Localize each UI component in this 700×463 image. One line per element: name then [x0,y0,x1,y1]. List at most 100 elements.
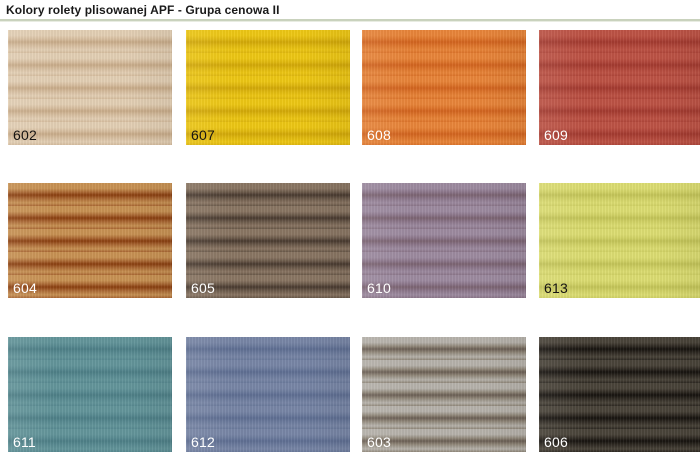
pleat-band [186,194,350,206]
pleat-band [362,440,526,452]
color-swatch[interactable]: 604 [8,183,172,298]
pleat-band [186,371,350,383]
pleat-band [539,76,700,88]
color-swatch[interactable]: 613 [539,183,700,298]
pleat-band [186,348,350,360]
pleat-band [8,406,172,418]
pleat-band [8,194,172,206]
pleat-band [539,429,700,441]
pleat-band [186,206,350,218]
pleat-band [8,337,172,349]
color-swatch[interactable]: 605 [186,183,350,298]
pleat-band [362,337,526,349]
color-swatch[interactable]: 608 [362,30,526,145]
pleat-band [362,99,526,111]
pleat-band [186,53,350,65]
pleat-band [186,110,350,122]
pleat-texture [539,183,700,298]
pleat-band [8,110,172,122]
pleat-band [8,286,172,298]
pleat-band [539,183,700,195]
pleat-band [362,406,526,418]
pleat-band [362,217,526,229]
pleat-band [186,252,350,264]
pleat-band [539,371,700,383]
pleat-band [186,275,350,287]
page-header: Kolory rolety plisowanej APF - Grupa cen… [0,0,700,22]
pleat-band [362,133,526,145]
pleat-band [362,348,526,360]
pleat-band [186,406,350,418]
page-title: Kolory rolety plisowanej APF - Grupa cen… [6,3,280,17]
pleat-band [362,206,526,218]
pleat-band [539,194,700,206]
color-swatch[interactable]: 610 [362,183,526,298]
pleat-band [539,64,700,76]
pleat-band [539,110,700,122]
pleat-texture [8,183,172,298]
pleat-band [186,240,350,252]
pleat-band [186,360,350,372]
pleat-band [8,275,172,287]
pleat-band [8,30,172,42]
pleat-band [186,99,350,111]
pleat-band [539,360,700,372]
pleat-band [362,252,526,264]
pleat-band [8,133,172,145]
pleat-band [8,41,172,53]
pleat-texture [362,337,526,452]
color-swatch[interactable]: 607 [186,30,350,145]
pleat-band [186,337,350,349]
color-swatch[interactable]: 611 [8,337,172,452]
pleat-band [539,41,700,53]
swatch-grid: 602 607 608 609 604 605 610 613 611 612 603 606 [0,26,700,463]
color-swatch[interactable]: 612 [186,337,350,452]
pleat-band [539,286,700,298]
pleat-band [186,440,350,452]
pleat-band [362,263,526,275]
pleat-band [362,41,526,53]
pleat-band [539,99,700,111]
pleat-band [539,53,700,65]
pleat-texture [8,337,172,452]
pleat-texture [539,337,700,452]
pleat-band [362,122,526,134]
pleat-band [8,383,172,395]
pleat-band [186,394,350,406]
pleat-band [539,406,700,418]
pleat-band [539,263,700,275]
pleat-band [362,87,526,99]
pleat-band [186,217,350,229]
pleat-band [8,76,172,88]
color-swatch[interactable]: 602 [8,30,172,145]
pleat-texture [186,30,350,145]
pleat-band [539,252,700,264]
pleat-band [186,76,350,88]
pleat-band [186,429,350,441]
pleat-band [186,229,350,241]
pleat-band [362,53,526,65]
pleat-band [539,30,700,42]
pleat-band [186,87,350,99]
pleat-band [186,383,350,395]
color-swatch[interactable]: 609 [539,30,700,145]
pleat-texture [186,183,350,298]
pleat-band [362,30,526,42]
pleat-band [186,417,350,429]
pleat-band [362,371,526,383]
color-swatch[interactable]: 606 [539,337,700,452]
pleat-band [8,122,172,134]
pleat-band [8,64,172,76]
pleat-band [8,183,172,195]
color-swatch[interactable]: 603 [362,337,526,452]
pleat-band [8,263,172,275]
pleat-band [186,263,350,275]
pleat-band [8,252,172,264]
pleat-band [362,429,526,441]
pleat-band [362,417,526,429]
pleat-band [539,337,700,349]
pleat-texture [362,30,526,145]
pleat-band [362,194,526,206]
pleat-band [362,183,526,195]
pleat-band [186,286,350,298]
